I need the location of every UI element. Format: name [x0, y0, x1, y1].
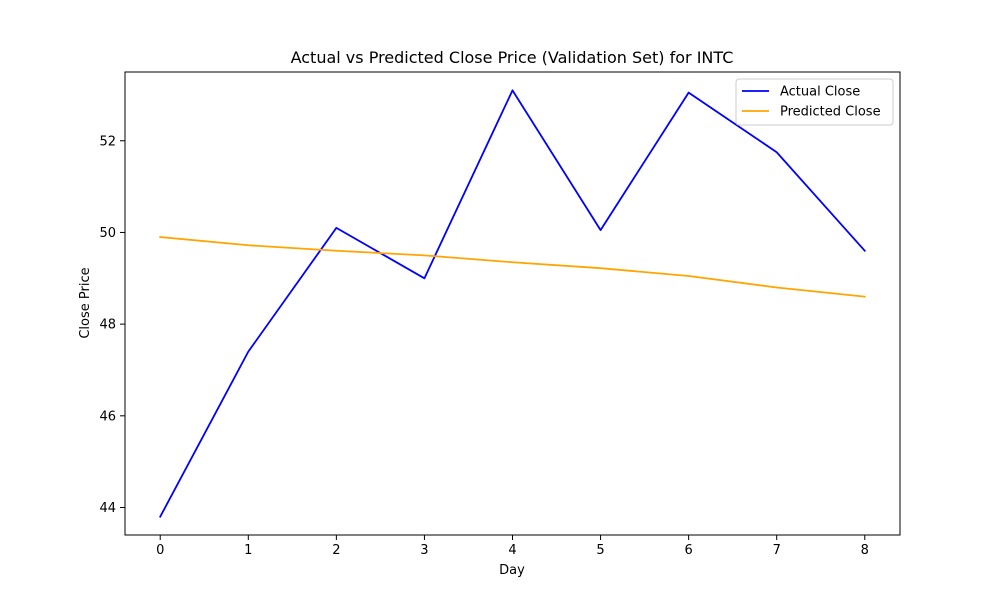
legend-label: Actual Close — [780, 85, 860, 100]
legend: Actual Close Predicted Close — [735, 78, 894, 126]
legend-label: Predicted Close — [780, 105, 881, 120]
x-axis-label: Day — [499, 563, 525, 578]
x-tick-label: 4 — [508, 543, 516, 558]
x-tick-label: 5 — [596, 543, 604, 558]
x-tick-label: 8 — [861, 543, 869, 558]
x-tick-label: 7 — [773, 543, 781, 558]
x-tick-label: 3 — [420, 543, 428, 558]
y-tick-label: 44 — [99, 501, 116, 516]
y-tick-label: 46 — [99, 409, 116, 424]
y-tick-label: 52 — [99, 134, 116, 149]
series-layer — [159, 89, 867, 518]
x-tick-label: 0 — [156, 543, 164, 558]
x-tick-label: 1 — [244, 543, 252, 558]
y-tick-label: 48 — [99, 318, 116, 333]
y-tick-label: 50 — [99, 226, 116, 241]
x-tick-label: 6 — [684, 543, 692, 558]
y-axis: 44 46 48 50 52 — [99, 134, 125, 516]
x-tick-label: 2 — [332, 543, 340, 558]
legend-box — [735, 78, 894, 126]
chart-title: Actual vs Predicted Close Price (Validat… — [291, 48, 734, 67]
y-axis-label: Close Price — [78, 267, 93, 338]
x-axis: 0 1 2 3 4 5 6 7 8 — [156, 535, 869, 558]
